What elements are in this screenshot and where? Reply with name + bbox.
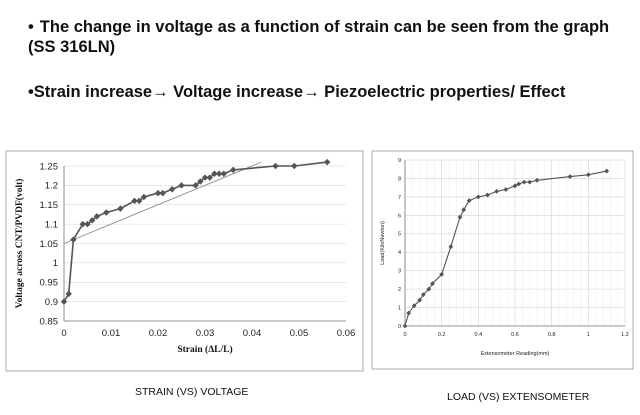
bullet-mark: •	[28, 83, 34, 101]
data-point	[60, 298, 68, 305]
y-tick-label: 0.95	[40, 278, 59, 289]
data-point	[65, 290, 72, 298]
data-point	[516, 181, 522, 187]
bullet-strain-voltage-graph: • The change in voltage as a function of …	[28, 17, 628, 57]
y-tick-label: 8	[398, 176, 401, 182]
trendline	[63, 161, 262, 244]
x-tick-label: 0.06	[337, 328, 356, 339]
y-tick-label: 6	[398, 213, 401, 219]
y-tick-label: 1	[53, 258, 58, 269]
y-tick-label: 7	[398, 195, 401, 201]
load-extensometer-chart: 0 1 2 3 4 5 6 7 8 9 0 0.2 0.4 0.6 0.8 1 1.2 Extensometer …	[371, 150, 634, 370]
data-point	[417, 297, 423, 303]
caption-strain-vs-voltage: STRAIN (VS) VOLTAGE	[135, 386, 249, 398]
chart-frame	[371, 150, 634, 370]
x-tick-label: 0.04	[243, 328, 262, 339]
x-axis-label: Extensometer Reading(mm)	[481, 351, 550, 357]
y-tick-label: 5	[398, 232, 401, 238]
data-point	[585, 172, 591, 178]
data-point	[503, 187, 509, 192]
data-point	[197, 178, 204, 185]
data-point	[154, 189, 162, 197]
data-point	[411, 303, 417, 309]
x-tick-label: 1.2	[621, 332, 629, 338]
data-point	[230, 166, 237, 174]
y-tick-label: 0.85	[40, 316, 59, 327]
y-tick-label: 3	[398, 269, 401, 275]
data-point	[494, 188, 500, 194]
x-tick-label: 0.02	[149, 328, 168, 339]
strain-voltage-chart: 0.85 0.9 0.95 1 1.05 1.1 1.15 1.2 1.25 0 0.01 0.02 0…	[5, 150, 364, 372]
x-tick-label: 0.03	[196, 328, 215, 339]
data-point	[475, 194, 481, 200]
x-axis-label: Strain (ΔL/L)	[177, 344, 232, 355]
y-axis-label: Voltage across CNT/PVDF(volt)	[14, 179, 25, 309]
y-tick-label: 0.9	[45, 297, 58, 308]
data-point	[512, 183, 518, 189]
data-point	[461, 207, 467, 213]
x-tick-label: 1	[587, 332, 590, 338]
data-point	[604, 168, 610, 174]
data-point	[220, 170, 227, 177]
data-point	[201, 174, 209, 181]
data-point	[420, 292, 426, 298]
y-tick-label: 2	[398, 287, 401, 293]
caption-load-vs-extensometer: LOAD (VS) EXTENSOMETER	[447, 391, 590, 403]
y-tick-label: 1.05	[40, 239, 59, 250]
data-point	[206, 174, 213, 181]
x-tick-label: 0	[403, 332, 406, 338]
data-point	[534, 177, 540, 183]
data-point	[136, 197, 143, 205]
data-point	[439, 271, 445, 277]
y-tick-label: 1.15	[40, 200, 59, 211]
data-point	[448, 244, 454, 250]
bullet-text: Strain increase→ Voltage increase→ Piezo…	[33, 83, 566, 101]
x-tick-label: 0.8	[548, 332, 556, 338]
y-tick-label: 1.1	[45, 219, 58, 230]
y-tick-label: 1.2	[45, 181, 58, 192]
bullet-text: The change in voltage as a function of s…	[28, 18, 610, 56]
data-point	[131, 197, 138, 205]
data-point	[159, 189, 166, 197]
data-point	[567, 174, 573, 179]
x-tick-label: 0.01	[102, 328, 121, 339]
y-tick-label: 4	[398, 250, 401, 256]
x-tick-label: 0.4	[475, 332, 483, 338]
x-tick-label: 0	[61, 328, 66, 339]
chart-frame	[5, 150, 364, 372]
data-point	[527, 179, 533, 185]
y-tick-label: 0	[398, 324, 401, 330]
y-tick-label: 9	[398, 158, 401, 164]
data-point	[426, 286, 432, 292]
data-point	[521, 179, 527, 185]
x-tick-label: 0.05	[290, 328, 309, 339]
x-tick-label: 0.2	[438, 332, 446, 338]
y-tick-label: 1	[398, 305, 401, 311]
y-axis-label: Load(KiloNewton)	[380, 221, 386, 265]
bullet-mark: •	[28, 18, 34, 36]
data-point	[406, 310, 412, 316]
x-tick-label: 0.6	[511, 332, 519, 338]
data-point	[466, 198, 472, 203]
data-point	[178, 182, 185, 189]
data-point	[430, 281, 435, 286]
bullet-piezoelectric-effect: •Strain increase→ Voltage increase→ Piez…	[28, 82, 628, 102]
y-tick-label: 1.25	[40, 161, 59, 172]
